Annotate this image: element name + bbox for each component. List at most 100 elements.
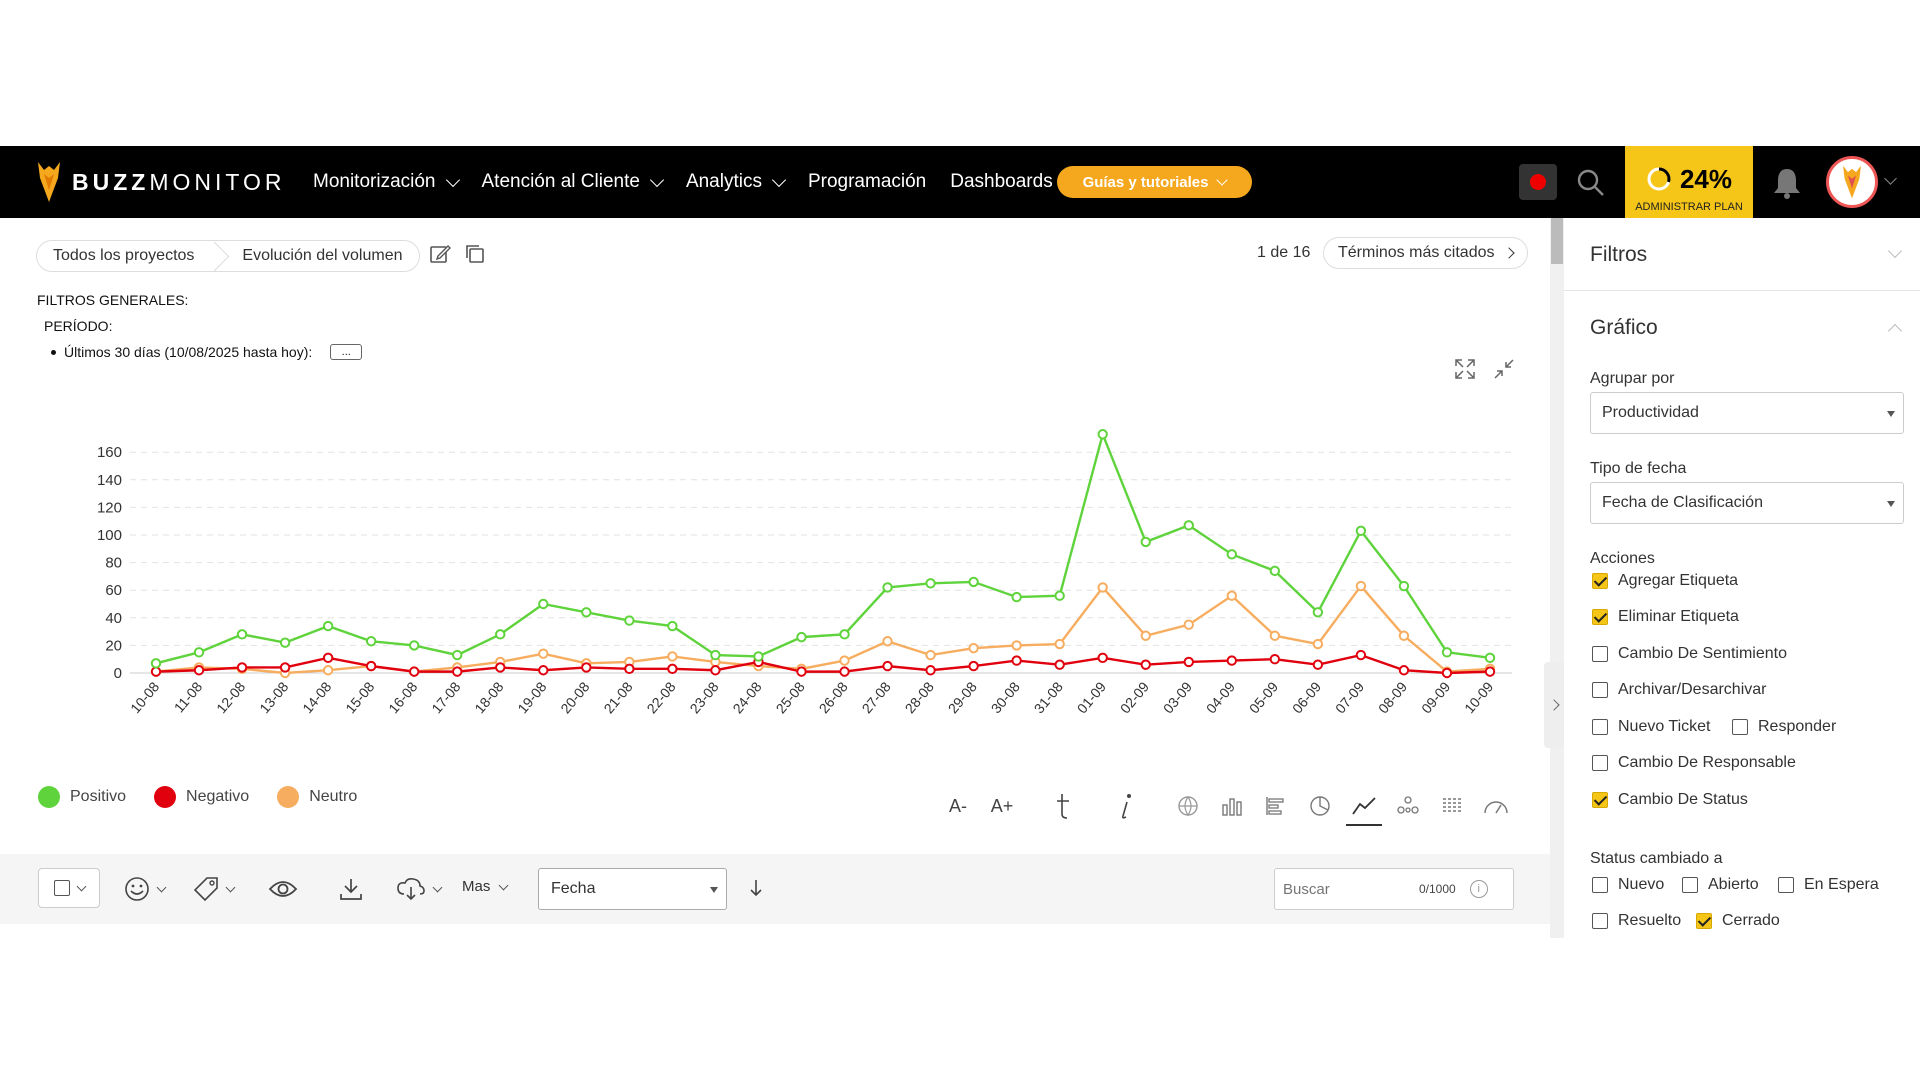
data-point-negativo[interactable] xyxy=(925,665,936,676)
sort-select[interactable]: Fecha xyxy=(538,868,727,910)
data-point-negativo[interactable] xyxy=(1183,656,1194,668)
data-point-positivo[interactable] xyxy=(1398,580,1410,592)
nav-atencion-cliente[interactable]: Atención al Cliente xyxy=(482,171,665,193)
data-point-negativo[interactable] xyxy=(839,666,850,677)
data-point-positivo[interactable] xyxy=(236,629,248,640)
download-button[interactable] xyxy=(338,874,364,904)
action-eliminar-etiqueta[interactable]: Eliminar Etiqueta xyxy=(1592,608,1739,626)
next-report-button[interactable]: Términos más citados xyxy=(1323,237,1528,269)
checkbox[interactable] xyxy=(1592,913,1608,929)
heatmap-icon[interactable] xyxy=(1430,786,1474,826)
data-point-positivo[interactable] xyxy=(1355,525,1367,537)
status-en-espera[interactable]: En Espera xyxy=(1778,876,1879,894)
nav-dashboards[interactable]: Dashboards xyxy=(950,171,1053,192)
network-icon[interactable] xyxy=(1386,786,1430,826)
info-icon[interactable]: i xyxy=(1469,880,1488,898)
data-point-neutro[interactable] xyxy=(1226,590,1238,601)
action-cambio-sentimiento[interactable]: Cambio De Sentimiento xyxy=(1592,645,1787,663)
data-point-negativo[interactable] xyxy=(1054,659,1065,670)
data-point-positivo[interactable] xyxy=(796,631,807,643)
more-dropdown[interactable]: Mas xyxy=(462,878,509,895)
checkbox[interactable] xyxy=(1592,877,1608,893)
data-point-negativo[interactable] xyxy=(1398,665,1410,676)
data-point-negativo[interactable] xyxy=(1097,652,1108,664)
data-point-neutro[interactable] xyxy=(1312,638,1324,650)
legend-negativo[interactable]: Negativo xyxy=(154,786,249,808)
data-point-neutro[interactable] xyxy=(1183,619,1194,630)
gauge-icon[interactable] xyxy=(1474,786,1518,826)
view-button[interactable] xyxy=(268,874,298,904)
more-button[interactable]: ... xyxy=(330,344,363,360)
line-chart-icon[interactable] xyxy=(1342,786,1386,826)
data-point-negativo[interactable] xyxy=(150,666,162,677)
action-agregar-etiqueta[interactable]: Agregar Etiqueta xyxy=(1592,572,1738,590)
action-archivar[interactable]: Archivar/Desarchivar xyxy=(1592,681,1766,699)
status-nuevo[interactable]: Nuevo xyxy=(1592,876,1664,894)
select-all-dropdown[interactable] xyxy=(38,868,100,908)
world-map-icon[interactable] xyxy=(1166,786,1210,826)
data-point-neutro[interactable] xyxy=(538,648,549,659)
data-point-negativo[interactable] xyxy=(408,666,420,677)
data-point-negativo[interactable] xyxy=(538,665,549,676)
data-point-positivo[interactable] xyxy=(538,598,549,610)
checkbox[interactable] xyxy=(1778,877,1794,893)
data-point-negativo[interactable] xyxy=(236,662,248,673)
data-point-positivo[interactable] xyxy=(1183,520,1194,531)
status-abierto[interactable]: Abierto xyxy=(1682,876,1759,894)
data-point-negativo[interactable] xyxy=(1441,667,1453,679)
data-point-neutro[interactable] xyxy=(322,665,334,676)
data-point-negativo[interactable] xyxy=(1269,654,1281,665)
data-point-neutro[interactable] xyxy=(667,651,678,662)
data-point-positivo[interactable] xyxy=(1054,590,1065,601)
nav-analytics[interactable]: Analytics xyxy=(686,171,787,193)
data-point-positivo[interactable] xyxy=(279,637,291,648)
main-scrollbar-track[interactable] xyxy=(1550,218,1564,938)
data-point-negativo[interactable] xyxy=(1312,659,1324,670)
data-point-positivo[interactable] xyxy=(667,620,678,632)
collapse-icon[interactable] xyxy=(1493,358,1515,380)
action-cambio-responsable[interactable]: Cambio De Responsable xyxy=(1592,754,1796,772)
cloud-export-dropdown[interactable] xyxy=(396,874,443,904)
status-cerrado[interactable]: Cerrado xyxy=(1696,912,1780,930)
sidebar-toggle[interactable] xyxy=(1544,662,1564,748)
bar-chart-icon[interactable] xyxy=(1210,786,1254,826)
data-point-positivo[interactable] xyxy=(1140,536,1151,548)
data-point-negativo[interactable] xyxy=(193,665,205,676)
search-input[interactable] xyxy=(1283,880,1413,898)
nav-monitorizacion[interactable]: Monitorización xyxy=(313,171,460,193)
data-point-negativo[interactable] xyxy=(322,652,334,664)
action-cambio-status[interactable]: Cambio De Status xyxy=(1592,791,1748,809)
tag-dropdown[interactable] xyxy=(193,874,236,904)
text-style-icon[interactable] xyxy=(1042,786,1086,826)
date-type-select[interactable]: Fecha de Clasificación xyxy=(1590,482,1904,524)
data-point-positivo[interactable] xyxy=(839,629,850,640)
data-point-negativo[interactable] xyxy=(1355,649,1367,661)
data-point-positivo[interactable] xyxy=(150,658,162,669)
checkbox-checked[interactable] xyxy=(1592,792,1608,808)
data-point-positivo[interactable] xyxy=(925,578,936,589)
data-point-neutro[interactable] xyxy=(1011,640,1022,651)
record-button[interactable] xyxy=(1519,164,1557,200)
data-point-negativo[interactable] xyxy=(1011,655,1022,666)
sentiment-dropdown[interactable] xyxy=(124,874,167,904)
checkbox-checked[interactable] xyxy=(1696,913,1712,929)
sort-direction-icon[interactable] xyxy=(748,878,764,898)
nav-programacion[interactable]: Programación xyxy=(807,171,927,192)
data-point-neutro[interactable] xyxy=(968,642,979,654)
checkbox[interactable] xyxy=(1732,719,1748,735)
data-point-positivo[interactable] xyxy=(710,649,721,661)
legend-neutro[interactable]: Neutro xyxy=(277,786,357,808)
data-point-neutro[interactable] xyxy=(1054,638,1065,650)
status-resuelto[interactable]: Resuelto xyxy=(1592,912,1681,930)
data-point-neutro[interactable] xyxy=(1097,582,1108,593)
checkbox[interactable] xyxy=(1592,646,1608,662)
data-point-positivo[interactable] xyxy=(882,582,893,593)
chart-section-title[interactable]: Gráfico xyxy=(1590,316,1658,339)
action-nuevo-ticket[interactable]: Nuevo Ticket xyxy=(1592,718,1710,736)
horizontal-bar-icon[interactable] xyxy=(1254,786,1298,826)
data-point-neutro[interactable] xyxy=(882,636,893,647)
data-point-positivo[interactable] xyxy=(1269,565,1281,577)
copy-icon[interactable] xyxy=(463,242,487,266)
data-point-neutro[interactable] xyxy=(1140,630,1151,641)
data-point-positivo[interactable] xyxy=(1097,429,1108,440)
